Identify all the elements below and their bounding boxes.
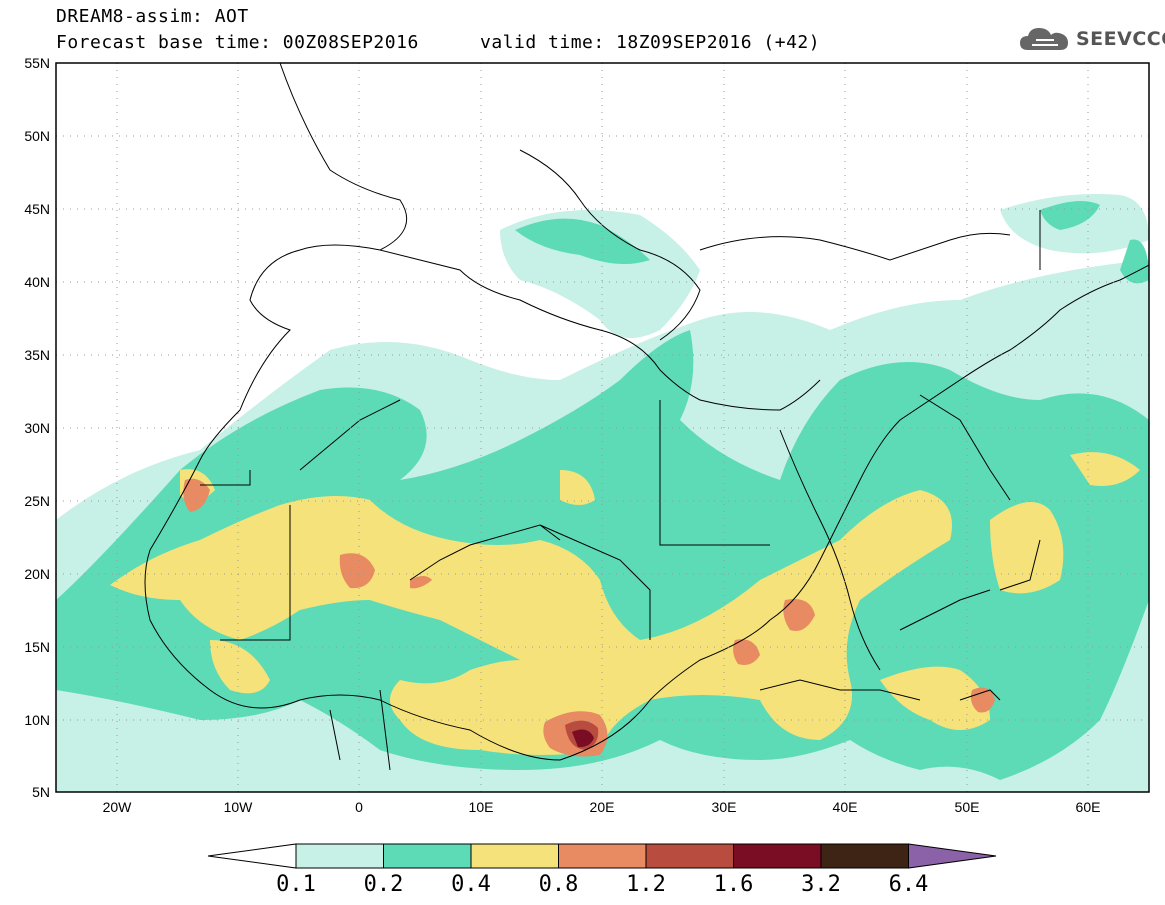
colorbar-swatch bbox=[470, 843, 559, 869]
lat-label: 5N bbox=[32, 784, 50, 800]
colorbar-swatch bbox=[558, 843, 647, 869]
lon-label: 20W bbox=[103, 799, 133, 815]
map-title: DREAM8-assim: AOT bbox=[56, 6, 249, 27]
lon-label: 60E bbox=[1076, 799, 1101, 815]
lat-label: 10N bbox=[24, 712, 50, 728]
colorbar-label: 3.2 bbox=[801, 872, 841, 897]
lon-label: 10E bbox=[469, 799, 494, 815]
lon-label: 20E bbox=[590, 799, 615, 815]
colorbar bbox=[207, 843, 997, 869]
lon-label: 30E bbox=[712, 799, 737, 815]
colorbar-over-arrow bbox=[908, 843, 997, 869]
map-plot-area bbox=[56, 63, 1149, 792]
colorbar-label: 0.2 bbox=[364, 872, 404, 897]
lat-label: 55N bbox=[24, 55, 50, 71]
forecast-base-time: Forecast base time: 00Z08SEP2016 bbox=[56, 32, 419, 53]
logo-text: SEEVCCC bbox=[1076, 28, 1165, 50]
map-border bbox=[55, 62, 1150, 793]
lat-label: 35N bbox=[24, 347, 50, 363]
valid-time: valid time: 18Z09SEP2016 (+42) bbox=[480, 32, 821, 53]
lat-label: 25N bbox=[24, 493, 50, 509]
lon-label: 50E bbox=[955, 799, 980, 815]
colorbar-label: 0.4 bbox=[451, 872, 491, 897]
lon-label: 0 bbox=[355, 799, 363, 815]
colorbar-label: 1.2 bbox=[626, 872, 666, 897]
lon-label: 10W bbox=[224, 799, 254, 815]
lat-label: 15N bbox=[24, 639, 50, 655]
colorbar-swatch bbox=[645, 843, 734, 869]
lat-label: 20N bbox=[24, 566, 50, 582]
lat-label: 50N bbox=[24, 128, 50, 144]
lat-lon-grid bbox=[56, 63, 1149, 792]
colorbar-swatch bbox=[733, 843, 822, 869]
lat-axis: 55N 50N 45N 40N 35N 30N 25N 20N 15N 10N … bbox=[24, 55, 50, 800]
lon-label: 40E bbox=[833, 799, 858, 815]
aot-level-1-6 bbox=[572, 729, 594, 748]
colorbar-label: 0.8 bbox=[539, 872, 579, 897]
colorbar-labels: 0.1 0.2 0.4 0.8 1.2 1.6 3.2 6.4 bbox=[276, 872, 928, 897]
colorbar-swatch bbox=[820, 843, 909, 869]
lat-label: 45N bbox=[24, 201, 50, 217]
colorbar-label: 6.4 bbox=[889, 872, 929, 897]
lat-label: 30N bbox=[24, 420, 50, 436]
colorbar-label: 0.1 bbox=[276, 872, 316, 897]
seevccc-logo: SEEVCCC bbox=[1018, 22, 1165, 56]
colorbar-label: 1.6 bbox=[714, 872, 754, 897]
colorbar-under-arrow bbox=[207, 843, 297, 869]
lat-label: 40N bbox=[24, 274, 50, 290]
colorbar-swatch bbox=[383, 843, 472, 869]
aot-level-0-2 bbox=[56, 201, 1149, 780]
cloud-icon bbox=[1020, 28, 1068, 50]
lon-axis: 20W 10W 0 10E 20E 30E 40E 50E 60E bbox=[103, 799, 1101, 815]
colorbar-swatch bbox=[295, 843, 384, 869]
coastlines bbox=[144, 63, 1149, 771]
